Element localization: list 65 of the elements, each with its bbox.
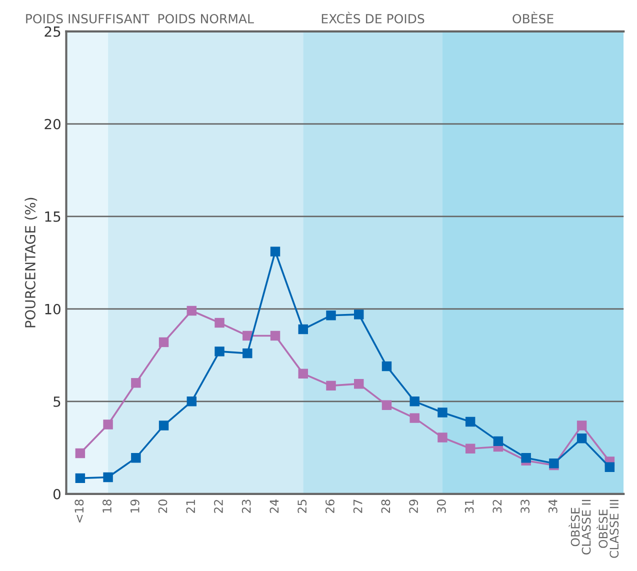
x-tick-label: OBÈSE CLASSE II — [568, 500, 591, 554]
x-tick-label: 21 — [186, 500, 195, 513]
x-tick-label: <18 — [74, 500, 84, 522]
point — [326, 380, 336, 391]
point — [75, 448, 86, 458]
y-tick-label: 10 — [45, 304, 60, 314]
point — [354, 378, 364, 389]
point — [214, 346, 224, 356]
point — [465, 416, 476, 427]
x-tick-label: 33 — [520, 500, 530, 513]
point — [438, 408, 448, 418]
x-tick-label: 22 — [214, 500, 223, 513]
point — [186, 306, 197, 316]
point — [521, 452, 531, 463]
point — [158, 337, 169, 348]
x-tick-label: 19 — [130, 500, 140, 512]
x-tick-label: 28 — [381, 500, 390, 513]
y-tick-label: 25 — [44, 26, 60, 37]
point — [382, 361, 392, 372]
band-label: EXCÈS DE POIDS — [322, 12, 424, 24]
point — [576, 420, 587, 430]
point — [186, 396, 197, 406]
x-tick-label: 34 — [548, 499, 558, 513]
point — [410, 396, 420, 406]
point — [298, 368, 308, 379]
x-tick-label: 31 — [464, 500, 474, 513]
y-tick-label: 15 — [45, 212, 60, 222]
point — [410, 413, 420, 423]
point — [493, 436, 504, 446]
point — [326, 310, 336, 320]
x-tick-label: 27 — [353, 500, 362, 513]
x-tick-label: 18 — [102, 500, 112, 512]
x-tick-label: 30 — [436, 500, 446, 513]
x-tick-label: 29 — [409, 500, 418, 513]
x-tick-label: 26 — [325, 500, 334, 513]
y-tick-label: 0 — [53, 488, 60, 500]
band-label: OBÈSE — [512, 12, 554, 24]
point — [604, 462, 615, 472]
x-tick-label: 24 — [270, 499, 279, 513]
y-tick-label: 20 — [44, 118, 60, 130]
point — [131, 452, 141, 463]
point — [382, 400, 392, 410]
x-tick-label: OBÈSE CLASSE III — [596, 500, 619, 558]
point — [75, 473, 86, 484]
y-axis-title: POURCENTAGE (%) — [24, 198, 38, 328]
point — [270, 330, 280, 341]
point — [158, 420, 169, 430]
x-tick-label: 25 — [298, 500, 307, 513]
point — [298, 324, 308, 334]
band-label: POIDS NORMAL — [158, 14, 254, 24]
point — [103, 472, 113, 482]
point — [438, 432, 448, 442]
point — [270, 246, 280, 256]
x-tick-label: 20 — [158, 500, 168, 513]
point — [242, 348, 252, 358]
y-tick-label: 5 — [54, 396, 60, 407]
x-tick-label: 23 — [242, 500, 251, 513]
x-tick-label: 32 — [492, 500, 502, 513]
point — [214, 318, 224, 328]
point — [354, 310, 364, 320]
point — [465, 444, 476, 454]
point — [576, 434, 587, 444]
band-label: POIDS INSUFFISANT — [26, 14, 150, 24]
point — [131, 378, 141, 388]
point — [103, 420, 113, 430]
